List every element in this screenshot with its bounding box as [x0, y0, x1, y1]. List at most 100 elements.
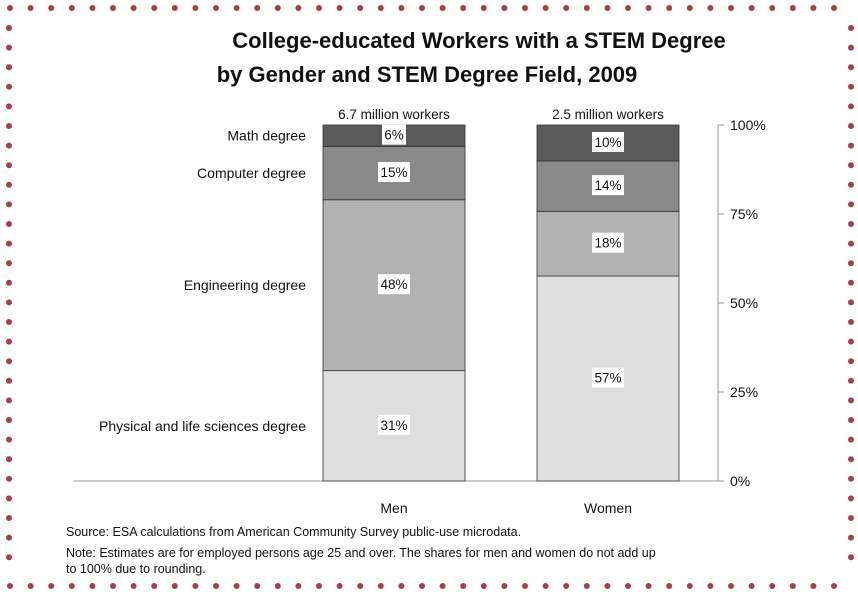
border-dot [686, 583, 693, 589]
border-dot [848, 162, 854, 169]
legend-label: Computer degree [197, 165, 306, 181]
border-dot [848, 142, 854, 149]
border-dot [542, 583, 549, 589]
border-dot [848, 103, 854, 110]
y-tick-label: 50% [730, 295, 758, 311]
border-dot [254, 5, 261, 11]
border-dot [604, 583, 611, 589]
data-label-box [592, 367, 624, 388]
border-dot [789, 5, 796, 11]
chart-title-line2: by Gender and STEM Degree Field, 2009 [216, 62, 638, 87]
border-dot [274, 583, 281, 589]
border-dot [213, 5, 219, 11]
border-dot [419, 5, 425, 11]
border-dot [6, 338, 12, 345]
data-label-box [592, 232, 624, 253]
border-dot [213, 583, 219, 589]
x-category-label: Men [380, 500, 407, 516]
border-dot [583, 583, 590, 589]
bar-total-label: 6.7 million workers [338, 107, 450, 122]
border-dot [398, 5, 405, 11]
legend-label: Engineering degree [184, 277, 306, 293]
border-dot [254, 583, 261, 589]
border-dot [398, 583, 405, 589]
border-dot [848, 436, 854, 443]
border-dot [439, 583, 446, 589]
border-dot [848, 456, 854, 463]
border-dot [848, 397, 854, 404]
border-dot [604, 5, 611, 11]
border-dot [645, 583, 652, 589]
data-label-box [382, 124, 406, 145]
data-label-box [378, 162, 410, 183]
border-dot [6, 417, 12, 423]
border-dot [130, 5, 137, 11]
border-dot [6, 299, 12, 306]
border-dot [192, 5, 199, 11]
border-dot [171, 5, 178, 11]
border-dot [522, 583, 528, 589]
border-dot [848, 260, 854, 267]
border-dot [848, 534, 854, 541]
border-dot [110, 583, 116, 589]
border-dot [6, 515, 12, 521]
border-dot [6, 123, 12, 129]
border-dot [848, 319, 854, 325]
border-dot [68, 5, 75, 11]
border-dot [192, 583, 199, 589]
border-dot [848, 83, 854, 90]
border-dot [419, 583, 425, 589]
border-dot [848, 44, 854, 51]
bar-total-label: 2.5 million workers [552, 107, 664, 122]
footnote-line2: to 100% due to rounding. [66, 562, 206, 576]
border-dot [151, 583, 158, 589]
border-dot [6, 397, 12, 404]
border-dot [769, 5, 776, 11]
border-dot [848, 221, 854, 227]
border-dot [89, 5, 96, 11]
border-dot [789, 583, 796, 589]
border-dot [563, 5, 570, 11]
border-dot [707, 583, 714, 589]
border-dot [848, 377, 854, 384]
border-dot [6, 44, 12, 51]
border-dot [501, 5, 508, 11]
border-dot [707, 5, 714, 11]
data-label: 48% [380, 277, 407, 292]
y-tick-label: 100% [730, 117, 766, 133]
border-dot [27, 5, 34, 11]
data-label: 14% [594, 178, 621, 193]
border-dot [6, 83, 12, 90]
data-label-box [378, 414, 410, 435]
x-category-label: Women [584, 500, 632, 516]
border-dot [810, 5, 817, 11]
border-dot [848, 64, 854, 71]
border-dot [439, 5, 446, 11]
border-dot [563, 583, 570, 589]
source-note: Source: ESA calculations from American C… [66, 525, 522, 539]
border-dot [377, 583, 384, 589]
border-dot [357, 583, 364, 589]
border-dot [6, 495, 12, 502]
border-dot [151, 5, 158, 11]
border-dot [542, 5, 549, 11]
border-dot [686, 5, 693, 11]
border-dot [6, 240, 12, 247]
border-dot [625, 583, 631, 589]
border-dot [48, 583, 55, 589]
border-dot [645, 5, 652, 11]
border-dot [460, 583, 467, 589]
border-dot [522, 5, 528, 11]
border-dot [848, 240, 854, 247]
border-dot [848, 181, 854, 188]
data-label: 15% [380, 165, 407, 180]
data-label: 57% [594, 371, 621, 386]
border-dot [848, 417, 854, 423]
border-dot [625, 5, 631, 11]
border-dot [295, 583, 302, 589]
border-dot [130, 583, 137, 589]
border-dot [377, 5, 384, 11]
border-dot [501, 583, 508, 589]
border-dot [831, 5, 837, 11]
border-dot [336, 583, 343, 589]
